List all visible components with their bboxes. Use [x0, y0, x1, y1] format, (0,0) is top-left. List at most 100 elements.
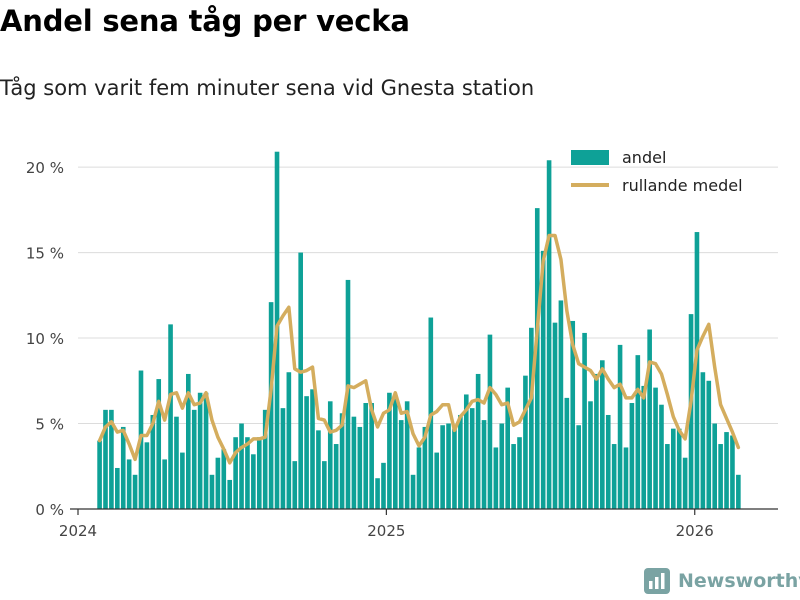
bar[interactable]	[393, 397, 398, 509]
bar[interactable]	[493, 447, 499, 509]
bar[interactable]	[676, 428, 682, 509]
bar[interactable]	[97, 440, 102, 509]
bar[interactable]	[730, 435, 735, 509]
bar[interactable]	[286, 372, 292, 509]
bar[interactable]	[458, 414, 463, 509]
bar[interactable]	[576, 425, 581, 509]
bar[interactable]	[381, 462, 386, 509]
bar[interactable]	[505, 387, 510, 509]
bar[interactable]	[262, 409, 268, 509]
bar[interactable]	[641, 385, 647, 509]
bar[interactable]	[440, 425, 445, 509]
bar[interactable]	[540, 250, 546, 509]
bar[interactable]	[452, 428, 457, 509]
bar[interactable]	[298, 252, 303, 510]
bar[interactable]	[511, 444, 516, 509]
bar[interactable]	[475, 373, 481, 509]
bar[interactable]	[534, 208, 540, 509]
bar[interactable]	[682, 457, 688, 509]
bar[interactable]	[203, 392, 209, 509]
bar[interactable]	[635, 355, 641, 509]
bar[interactable]	[517, 437, 522, 509]
bar[interactable]	[280, 408, 286, 509]
bar[interactable]	[156, 379, 162, 509]
bar[interactable]	[410, 474, 416, 509]
bar[interactable]	[322, 461, 327, 509]
bar[interactable]	[227, 479, 233, 509]
bar[interactable]	[327, 401, 333, 509]
bar[interactable]	[653, 387, 658, 509]
bar[interactable]	[529, 327, 534, 509]
bar[interactable]	[469, 408, 475, 509]
bar[interactable]	[588, 401, 593, 509]
bar[interactable]	[623, 447, 629, 509]
bar[interactable]	[487, 334, 493, 509]
bar[interactable]	[558, 300, 564, 509]
brand-logo[interactable]: Newsworthy	[644, 568, 800, 594]
bar[interactable]	[629, 403, 635, 509]
bar[interactable]	[357, 426, 363, 509]
bar[interactable]	[594, 373, 599, 509]
bar[interactable]	[546, 160, 552, 509]
bar[interactable]	[109, 409, 114, 509]
bar[interactable]	[310, 389, 315, 509]
bar[interactable]	[304, 396, 309, 509]
bar[interactable]	[481, 420, 487, 509]
bar[interactable]	[724, 432, 729, 509]
bar[interactable]	[387, 392, 392, 509]
bar[interactable]	[268, 302, 274, 509]
bar[interactable]	[369, 403, 374, 509]
bar[interactable]	[351, 416, 357, 509]
bar[interactable]	[564, 397, 570, 509]
bar[interactable]	[168, 324, 173, 509]
bar[interactable]	[174, 416, 179, 509]
bar[interactable]	[600, 360, 605, 509]
bar[interactable]	[150, 414, 156, 509]
bar[interactable]	[197, 392, 203, 509]
bar[interactable]	[463, 394, 469, 509]
bar[interactable]	[398, 420, 404, 509]
bar[interactable]	[582, 332, 587, 509]
bar[interactable]	[144, 442, 150, 509]
bar[interactable]	[712, 423, 718, 509]
bar[interactable]	[209, 474, 215, 509]
bar[interactable]	[617, 344, 623, 509]
bar[interactable]	[523, 375, 528, 509]
bar[interactable]	[736, 474, 741, 509]
bar[interactable]	[363, 403, 369, 509]
bar[interactable]	[256, 437, 262, 509]
bar[interactable]	[103, 409, 108, 509]
bar[interactable]	[115, 467, 120, 509]
bar[interactable]	[446, 423, 451, 509]
bar[interactable]	[221, 449, 227, 509]
bar[interactable]	[611, 444, 617, 509]
bar[interactable]	[316, 430, 321, 509]
bar[interactable]	[670, 428, 676, 509]
bar[interactable]	[251, 454, 256, 509]
bar[interactable]	[570, 320, 576, 509]
series-line-rullande-medel[interactable]	[97, 233, 741, 465]
bar[interactable]	[659, 404, 664, 509]
bar[interactable]	[215, 457, 221, 509]
bar[interactable]	[375, 478, 380, 509]
bar[interactable]	[233, 437, 238, 509]
bar[interactable]	[694, 232, 700, 510]
bar[interactable]	[434, 452, 440, 509]
bar[interactable]	[552, 322, 558, 509]
bar[interactable]	[180, 452, 185, 509]
bar[interactable]	[416, 447, 422, 509]
bar[interactable]	[605, 414, 611, 509]
bar[interactable]	[700, 372, 706, 509]
bar[interactable]	[245, 437, 250, 509]
bar[interactable]	[706, 380, 712, 509]
bar[interactable]	[718, 444, 723, 509]
bar[interactable]	[333, 444, 339, 509]
bar[interactable]	[185, 373, 191, 509]
bar[interactable]	[422, 426, 428, 509]
bar[interactable]	[120, 426, 126, 509]
bar[interactable]	[239, 423, 244, 509]
bar[interactable]	[404, 401, 410, 509]
bar[interactable]	[132, 474, 138, 509]
bar[interactable]	[499, 423, 505, 509]
bar[interactable]	[292, 461, 298, 509]
